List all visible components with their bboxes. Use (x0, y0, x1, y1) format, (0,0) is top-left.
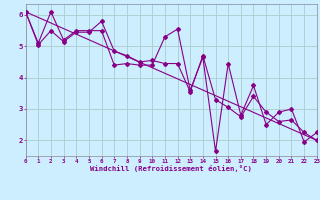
X-axis label: Windchill (Refroidissement éolien,°C): Windchill (Refroidissement éolien,°C) (90, 165, 252, 172)
